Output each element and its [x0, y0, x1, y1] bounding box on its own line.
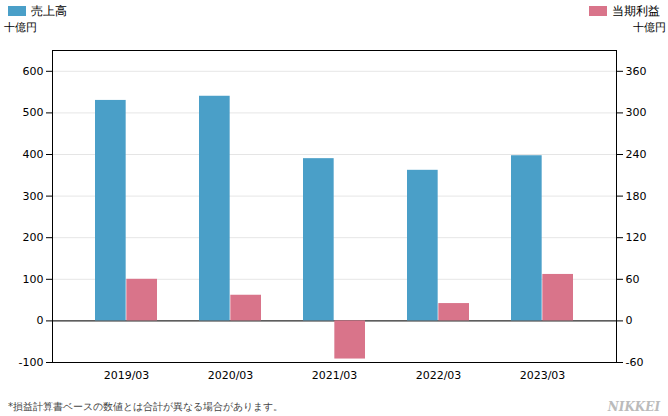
svg-text:240: 240	[626, 148, 647, 161]
svg-text:0: 0	[626, 314, 633, 327]
svg-text:-60: -60	[626, 356, 644, 369]
svg-text:360: 360	[626, 65, 647, 78]
svg-text:400: 400	[23, 148, 44, 161]
svg-text:100: 100	[23, 273, 44, 286]
html-text:*損益計算書ベースの数値とは合計が異なる場合があります。: *損益計算書ベースの数値とは合計が異なる場合があります。	[8, 401, 283, 412]
svg-text:十億円: 十億円	[633, 21, 666, 34]
svg-text:60: 60	[626, 273, 640, 286]
svg-text:180: 180	[626, 190, 647, 203]
html-text:売上高: 売上高	[31, 3, 67, 18]
html-text:NIKKEI: NIKKEI	[607, 400, 660, 414]
svg-text:200: 200	[23, 231, 44, 244]
svg-text:300: 300	[23, 190, 44, 203]
svg-text:十億円: 十億円	[4, 21, 37, 34]
svg-text:500: 500	[23, 106, 44, 119]
svg-text:2020/03: 2020/03	[208, 369, 254, 382]
html-text:当期利益: 当期利益	[612, 3, 660, 18]
svg-text:2022/03: 2022/03	[416, 369, 462, 382]
svg-text:300: 300	[626, 106, 647, 119]
svg-text:600: 600	[23, 65, 44, 78]
svg-text:2019/03: 2019/03	[104, 369, 150, 382]
svg-text:-100: -100	[19, 356, 44, 369]
svg-text:0: 0	[37, 314, 44, 327]
svg-text:120: 120	[626, 231, 647, 244]
svg-text:2021/03: 2021/03	[312, 369, 358, 382]
svg-text:2023/03: 2023/03	[520, 369, 566, 382]
